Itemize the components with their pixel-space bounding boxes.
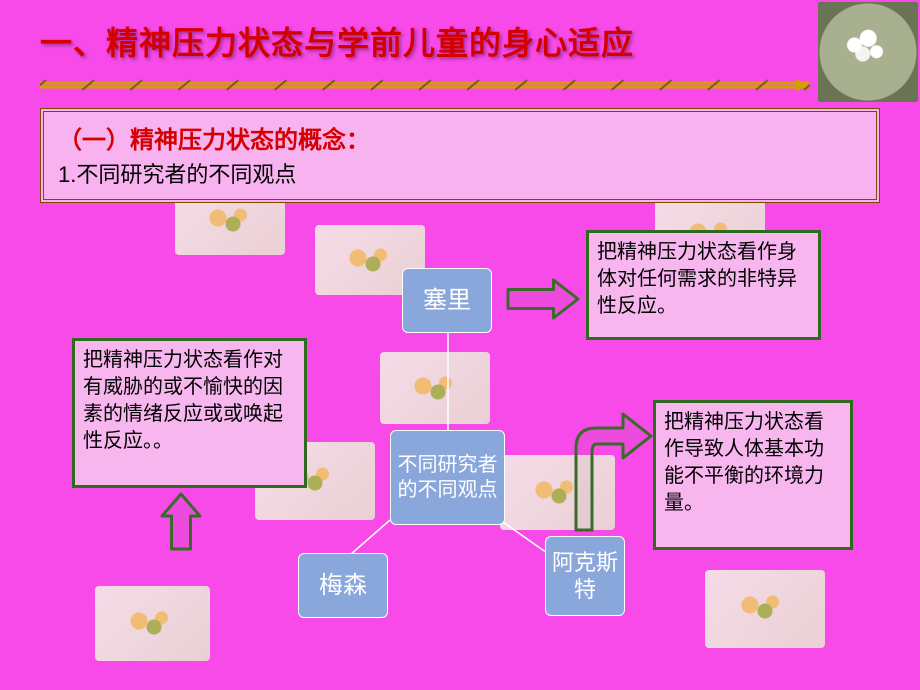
bg-deco bbox=[500, 455, 615, 530]
subtitle-line1: （一）精神压力状态的概念： bbox=[58, 120, 862, 155]
arrow-seli bbox=[508, 280, 578, 318]
node-center: 不同研究者的不同观点 bbox=[390, 430, 505, 525]
bg-deco bbox=[705, 570, 825, 648]
node-seli: 塞里 bbox=[402, 268, 492, 333]
textbox-seli: 把精神压力状态看作身体对任何需求的非特异性反应。 bbox=[586, 230, 821, 340]
bg-deco bbox=[95, 586, 210, 661]
node-meisen: 梅森 bbox=[298, 553, 388, 618]
main-title: 一、精神压力状态与学前儿童的身心适应 bbox=[40, 18, 634, 64]
bg-deco bbox=[380, 352, 490, 424]
divider-ruler bbox=[40, 78, 810, 92]
textbox-meisen: 把精神压力状态看作对有威胁的或不愉快的因素的情绪反应或或唤起性反应。。 bbox=[72, 338, 307, 488]
corner-painting bbox=[818, 2, 918, 102]
subtitle-box: （一）精神压力状态的概念： 1.不同研究者的不同观点 bbox=[40, 108, 880, 203]
arrow-meisen bbox=[162, 494, 200, 549]
textbox-akst: 把精神压力状态看作导致人体基本功能不平衡的环境力量。 bbox=[653, 400, 853, 550]
node-akst: 阿克斯特 bbox=[545, 536, 625, 616]
subtitle-line2: 1.不同研究者的不同观点 bbox=[58, 157, 862, 189]
